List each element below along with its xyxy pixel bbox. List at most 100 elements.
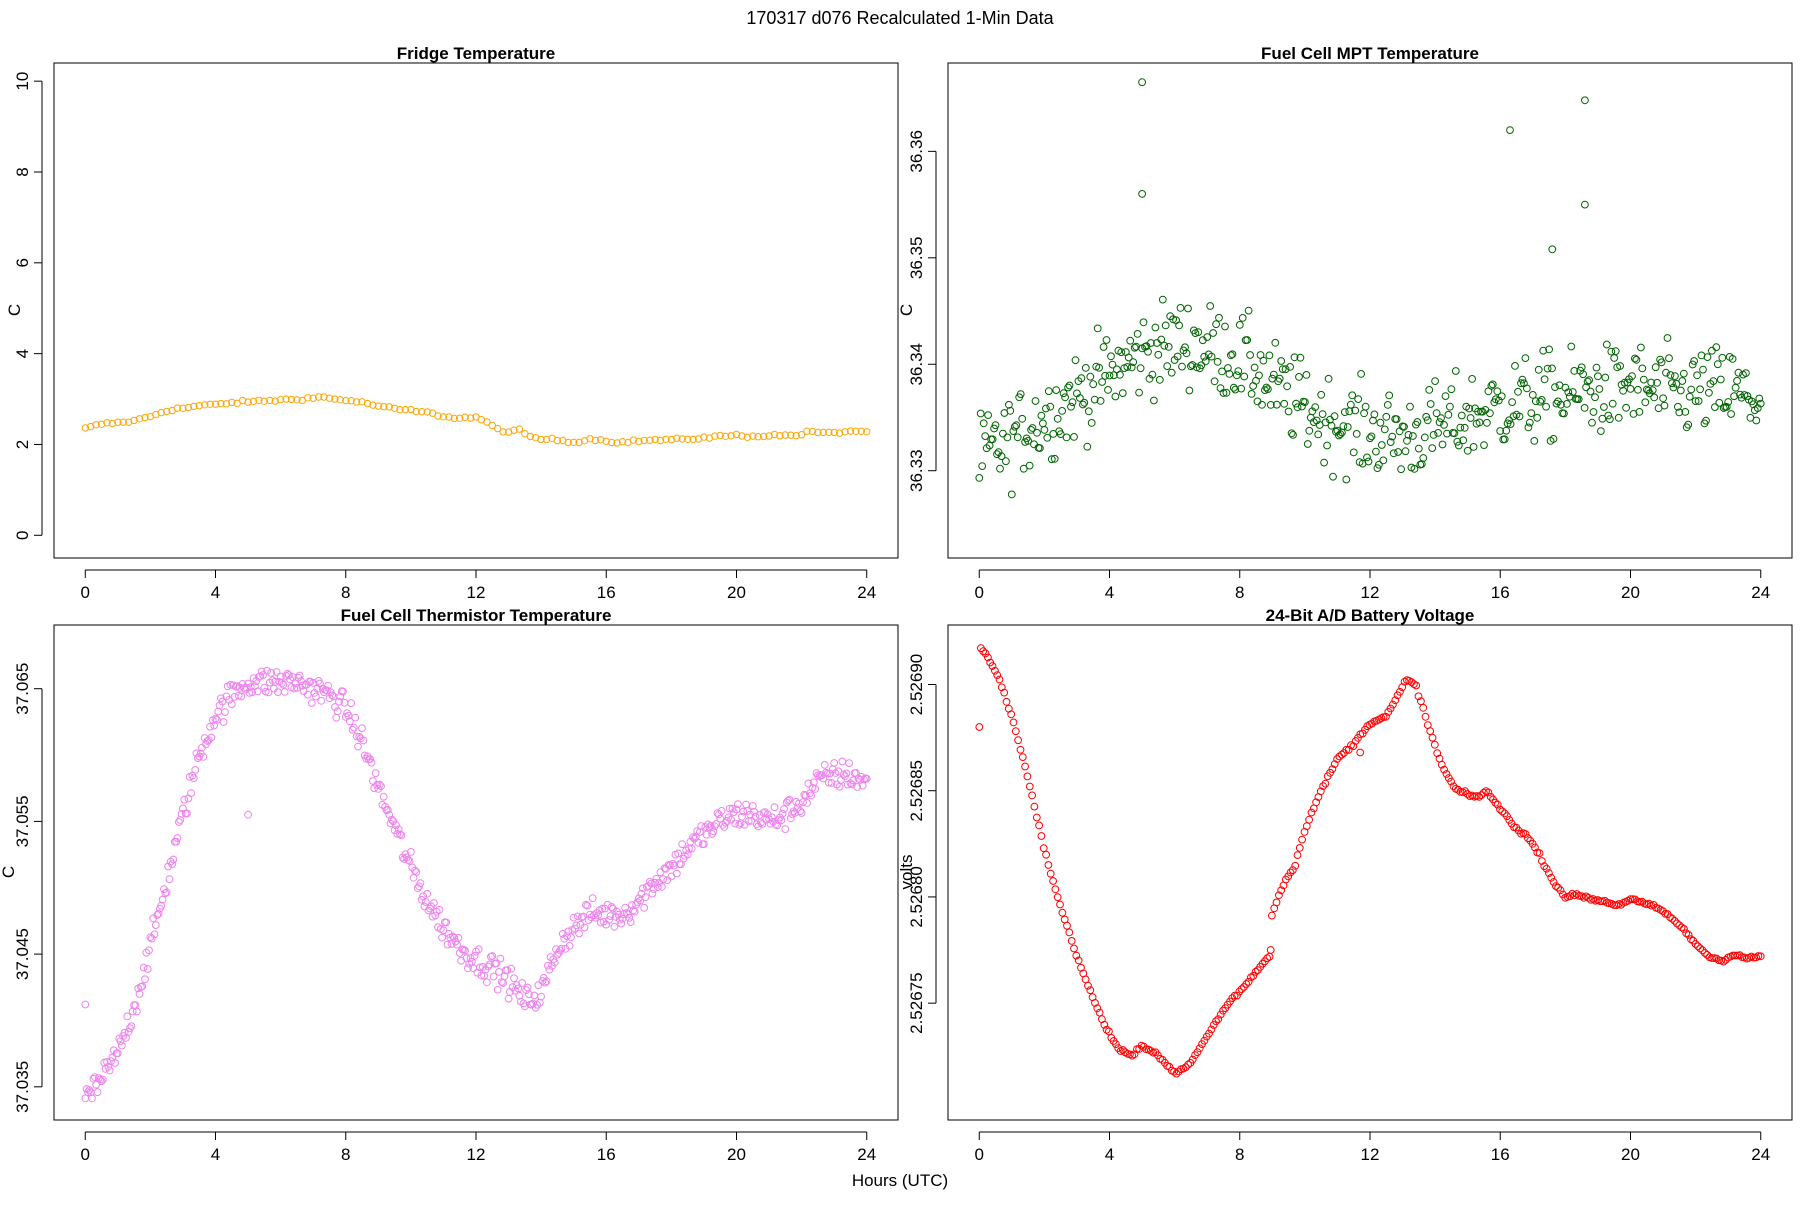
data-point [822, 768, 830, 777]
data-point [1469, 443, 1478, 451]
data-point [412, 868, 421, 876]
data-point [651, 878, 659, 887]
data-point [131, 1001, 140, 1010]
data-point [1679, 369, 1688, 378]
data-point [201, 401, 209, 409]
data-point [857, 772, 866, 781]
data-point [246, 683, 255, 691]
data-point [575, 438, 583, 447]
x-axis: 0 4 8 12 16 20 24 [975, 1131, 1770, 1164]
data-point [1684, 931, 1693, 939]
panel-title: Fridge Temperature [397, 44, 555, 63]
data-point [1370, 410, 1379, 419]
data-point [1318, 410, 1327, 419]
data-point [1307, 808, 1316, 817]
data-point [1663, 334, 1672, 342]
data-point [267, 669, 276, 677]
data-point [1379, 456, 1388, 465]
data-point [1450, 429, 1459, 438]
data-point [187, 789, 196, 797]
data-point [1298, 835, 1306, 844]
data-point [175, 818, 183, 826]
data-point [180, 795, 189, 804]
data-point [1579, 370, 1587, 379]
data-point [173, 404, 182, 412]
x-axis: 0 4 8 12 16 20 24 [81, 569, 876, 602]
data-point [374, 402, 382, 410]
data-point [472, 947, 480, 956]
data-point [1712, 954, 1721, 963]
data-point [1457, 411, 1466, 420]
data-point [1540, 375, 1549, 384]
data-point [426, 904, 434, 913]
data-point [1263, 954, 1272, 963]
data-point [683, 850, 692, 859]
data-point [1224, 364, 1232, 372]
data-point [1317, 390, 1326, 399]
data-point [1735, 951, 1744, 960]
data-point [278, 679, 286, 687]
data-point [1247, 390, 1256, 398]
data-point [1527, 409, 1536, 418]
data-point [1175, 321, 1183, 330]
data-point [173, 834, 182, 842]
data-point [606, 912, 615, 920]
data-point [770, 803, 779, 812]
data-point [1321, 418, 1330, 427]
data-point [279, 680, 288, 689]
data-point [1081, 975, 1090, 984]
data-point [1456, 423, 1465, 432]
data-point [784, 796, 792, 805]
data-point [1691, 397, 1700, 406]
data-point [729, 808, 738, 816]
data-point [573, 912, 582, 921]
data-point [1123, 363, 1132, 371]
data-point [1028, 791, 1036, 800]
data-point [846, 427, 855, 435]
data-point [1212, 320, 1220, 329]
data-point [765, 432, 773, 440]
data-point [1272, 400, 1281, 409]
data-point [1352, 430, 1361, 438]
data-point [1437, 760, 1446, 769]
data-point [1195, 1044, 1204, 1053]
data-point [1410, 680, 1418, 688]
data-point [1363, 722, 1372, 731]
data-point [1111, 392, 1120, 401]
data-point [1163, 362, 1172, 371]
data-point [1506, 420, 1515, 429]
data-point [328, 691, 337, 700]
data-point [1130, 343, 1139, 352]
data-point [1434, 429, 1442, 437]
data-point [1070, 944, 1078, 953]
data-point [1209, 329, 1217, 337]
data-point [518, 979, 526, 987]
data-point [1463, 790, 1472, 798]
data-point [1185, 386, 1194, 395]
data-point [738, 812, 746, 821]
data-point [584, 916, 593, 924]
data-point [1293, 403, 1302, 412]
data-point [1665, 354, 1673, 363]
data-point [1293, 851, 1302, 859]
data-point [266, 396, 274, 405]
data-point [1755, 394, 1764, 403]
data-point [1454, 441, 1463, 450]
plot-frame [53, 624, 899, 1121]
data-point [1288, 866, 1297, 874]
data-point [1486, 793, 1495, 801]
data-point [1009, 718, 1018, 727]
data-point [348, 725, 357, 734]
data-point [597, 436, 605, 444]
data-point [287, 395, 296, 404]
data-point [759, 809, 768, 817]
data-point [1000, 688, 1009, 697]
data-point [1688, 360, 1697, 369]
data-point [1200, 352, 1209, 361]
data-point [1349, 742, 1358, 750]
data-point [1711, 403, 1719, 412]
data-point [662, 435, 670, 443]
data-point [1705, 388, 1713, 397]
data-point [1155, 375, 1164, 384]
data-point [1498, 807, 1507, 816]
